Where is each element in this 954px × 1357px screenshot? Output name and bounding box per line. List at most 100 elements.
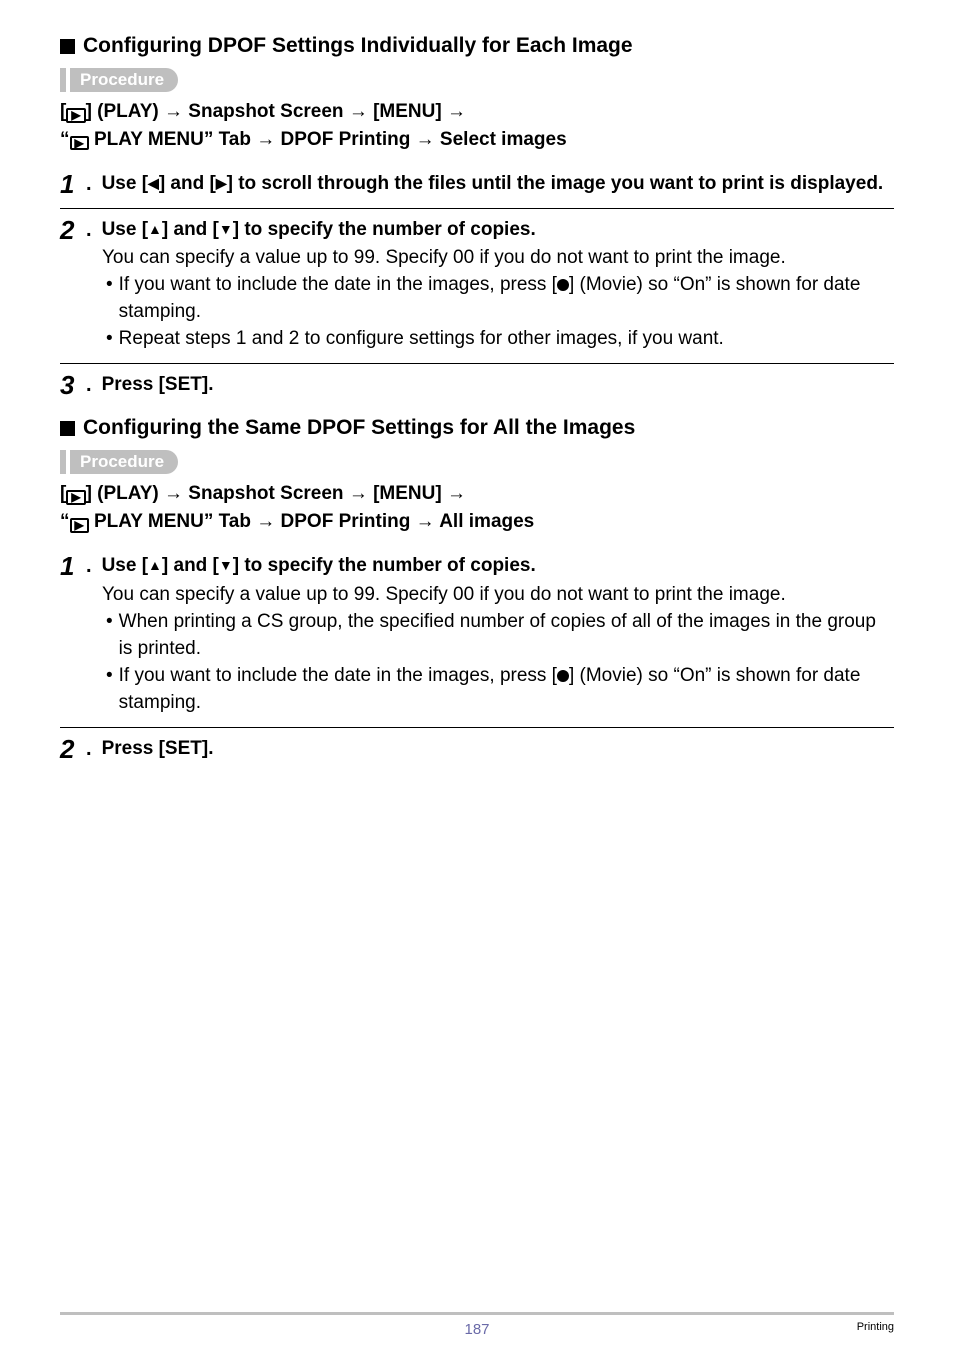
bullet-dot: •	[102, 326, 119, 353]
step-dot: .	[86, 736, 102, 762]
path-text: “	[60, 129, 70, 150]
step-text: Use [◀] and [▶] to scroll through the fi…	[102, 171, 884, 198]
step-row: 2. Press [SET].	[60, 736, 894, 763]
play-inner: ▶	[71, 108, 80, 122]
step-text-part: ] and [	[159, 173, 216, 194]
nav-path-1: [▶] (PLAY) → Snapshot Screen → [MENU] → …	[60, 98, 894, 153]
bullet-dot: •	[102, 272, 119, 299]
path-text: PLAY MENU” Tab	[89, 511, 257, 532]
square-bullet-icon	[60, 39, 75, 54]
step-text-part: Use [	[102, 555, 148, 576]
path-text: [MENU]	[368, 101, 447, 122]
nav-path-2: [▶] (PLAY) → Snapshot Screen → [MENU] → …	[60, 480, 894, 535]
step-text: Use [▲] and [▼] to specify the number of…	[102, 553, 536, 580]
step-text-part: ] to specify the number of copies.	[233, 219, 536, 240]
arrow-icon: →	[164, 483, 183, 504]
arrow-icon: →	[164, 101, 183, 122]
arrow-icon: →	[416, 511, 435, 532]
step-row: 3. Press [SET].	[60, 372, 894, 399]
triangle-down-icon: ▼	[219, 556, 233, 576]
play-inner: ▶	[71, 490, 80, 504]
play-icon: ▶	[66, 490, 85, 505]
step-dot: .	[86, 217, 102, 243]
arrow-icon: →	[447, 101, 466, 122]
section2-heading: Configuring the Same DPOF Settings for A…	[60, 416, 894, 440]
step-2-2: 2. Press [SET].	[60, 727, 894, 763]
procedure-strip-1: Procedure	[60, 68, 894, 92]
step-1-2: 2. Use [▲] and [▼] to specify the number…	[60, 208, 894, 353]
step-1-3: 3. Press [SET].	[60, 363, 894, 399]
procedure-label: Procedure	[80, 452, 164, 471]
step-row: 1. Use [◀] and [▶] to scroll through the…	[60, 171, 894, 198]
step-text-part: ] and [	[162, 219, 219, 240]
step-text: Press [SET].	[102, 736, 214, 763]
page-footer: 187 Printing	[60, 1312, 894, 1333]
bullet-text: If you want to include the date in the i…	[119, 663, 894, 717]
bullet-text: If you want to include the date in the i…	[119, 272, 894, 326]
arrow-icon: →	[349, 101, 368, 122]
arrow-icon: →	[256, 129, 275, 150]
step-number: 1	[60, 553, 86, 579]
procedure-bar-icon	[60, 68, 66, 92]
arrow-icon: →	[447, 483, 466, 504]
path-text: DPOF Printing	[275, 511, 415, 532]
path-text: PLAY MENU” Tab	[89, 129, 257, 150]
step-body: You can specify a value up to 99. Specif…	[102, 582, 894, 609]
step-body: You can specify a value up to 99. Specif…	[102, 245, 894, 272]
path-text: [MENU]	[368, 483, 447, 504]
step-text-part: ] to scroll through the files until the …	[227, 173, 884, 194]
square-bullet-icon	[60, 421, 75, 436]
bullet-text: When printing a CS group, the specified …	[119, 609, 894, 663]
step-text: Press [SET].	[102, 372, 214, 399]
triangle-down-icon: ▼	[219, 220, 233, 240]
play-icon: ▶	[70, 518, 89, 533]
triangle-up-icon: ▲	[148, 220, 162, 240]
step-number: 3	[60, 372, 86, 398]
bullet-text-part: If you want to include the date in the i…	[119, 665, 557, 686]
section1-heading: Configuring DPOF Settings Individually f…	[60, 34, 894, 58]
step-row: 1. Use [▲] and [▼] to specify the number…	[60, 553, 894, 580]
page-number: 187	[464, 1321, 489, 1338]
triangle-up-icon: ▲	[148, 556, 162, 576]
record-icon	[557, 279, 569, 291]
bullet-dot: •	[102, 609, 119, 636]
bullet-text: Repeat steps 1 and 2 to configure settin…	[119, 326, 724, 353]
play-icon: ▶	[70, 136, 89, 151]
bullet-row: • When printing a CS group, the specifie…	[102, 609, 894, 663]
bullet-row: • If you want to include the date in the…	[102, 663, 894, 717]
triangle-left-icon: ◀	[148, 174, 159, 194]
procedure-chip: Procedure	[70, 450, 178, 474]
procedure-label: Procedure	[80, 70, 164, 89]
section2-heading-text: Configuring the Same DPOF Settings for A…	[83, 416, 635, 440]
triangle-right-icon: ▶	[216, 174, 227, 194]
step-text-part: Use [	[102, 173, 148, 194]
path-text: Snapshot Screen	[183, 483, 349, 504]
step-dot: .	[86, 372, 102, 398]
path-text: Snapshot Screen	[183, 101, 349, 122]
step-text-part: Use [	[102, 219, 148, 240]
path-text: Select images	[435, 129, 567, 150]
procedure-bar-icon	[60, 450, 66, 474]
footer-category: Printing	[857, 1321, 894, 1333]
procedure-chip: Procedure	[70, 68, 178, 92]
step-text-part: ] to specify the number of copies.	[233, 555, 536, 576]
section1-heading-text: Configuring DPOF Settings Individually f…	[83, 34, 633, 58]
record-icon	[557, 670, 569, 682]
step-number: 1	[60, 171, 86, 197]
play-inner: ▶	[75, 136, 84, 150]
arrow-icon: →	[256, 511, 275, 532]
step-dot: .	[86, 171, 102, 197]
procedure-strip-2: Procedure	[60, 450, 894, 474]
play-inner: ▶	[75, 518, 84, 532]
step-1-1: 1. Use [◀] and [▶] to scroll through the…	[60, 163, 894, 198]
bullet-dot: •	[102, 663, 119, 690]
path-text: All images	[435, 511, 535, 532]
path-text: “	[60, 511, 70, 532]
step-number: 2	[60, 217, 86, 243]
arrow-icon: →	[416, 129, 435, 150]
path-text: ] (PLAY)	[86, 101, 164, 122]
bullet-text-part: If you want to include the date in the i…	[119, 274, 557, 295]
step-bullets: • When printing a CS group, the specifie…	[102, 609, 894, 717]
step-text: Use [▲] and [▼] to specify the number of…	[102, 217, 536, 244]
step-2-1: 1. Use [▲] and [▼] to specify the number…	[60, 545, 894, 716]
